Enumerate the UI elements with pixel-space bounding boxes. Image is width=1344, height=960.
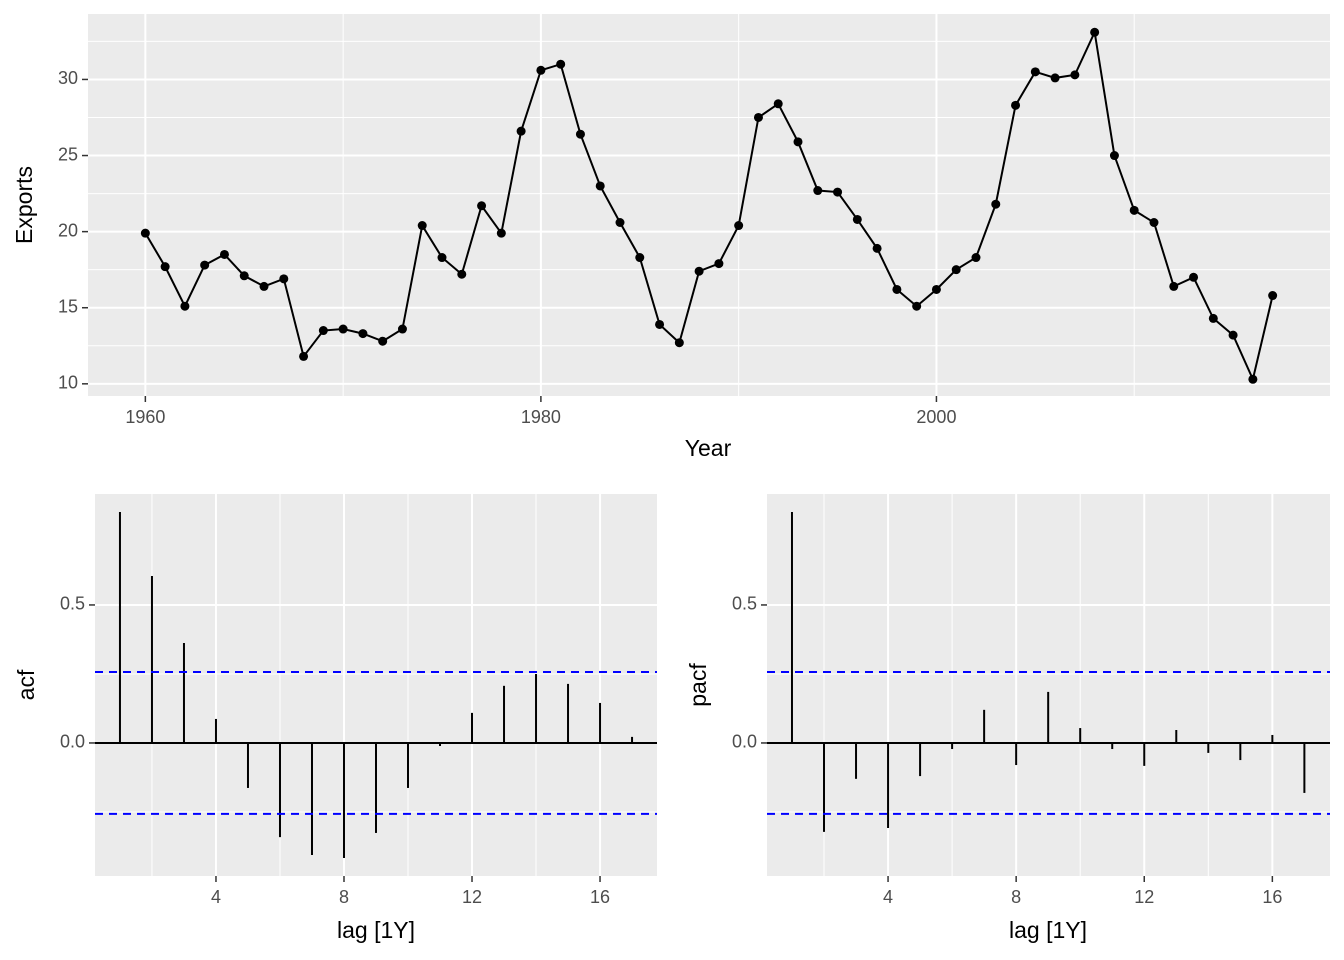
data-point [912, 301, 922, 311]
data-point [338, 324, 348, 334]
y-axis-title: acf [13, 669, 39, 700]
data-point [1268, 291, 1278, 301]
y-tick-label: 20 [58, 220, 78, 240]
data-point [833, 187, 843, 197]
data-point [180, 301, 190, 311]
data-point [516, 126, 526, 136]
data-point [674, 338, 684, 348]
data-point [437, 253, 447, 263]
data-point [1129, 205, 1139, 215]
data-point [378, 336, 388, 346]
data-point [1050, 73, 1060, 83]
data-point [595, 181, 605, 191]
data-point [971, 253, 981, 263]
y-tick-label: 30 [58, 68, 78, 88]
data-point [417, 221, 427, 231]
data-point [140, 228, 150, 238]
data-point [575, 129, 585, 139]
data-point [1189, 272, 1199, 282]
x-tick-label: 12 [462, 887, 482, 907]
data-point [753, 112, 763, 122]
data-point [556, 59, 566, 69]
data-point [397, 324, 407, 334]
x-tick-label: 4 [211, 887, 221, 907]
y-tick-label: 0.5 [732, 594, 757, 614]
data-point [615, 218, 625, 228]
data-point [160, 262, 170, 272]
data-point [635, 253, 645, 263]
x-tick-label: 8 [1011, 887, 1021, 907]
data-point [457, 269, 467, 279]
data-point [773, 99, 783, 109]
data-point [358, 329, 368, 339]
x-tick-label: 12 [1134, 887, 1154, 907]
data-point [1011, 100, 1021, 110]
data-point [239, 271, 249, 281]
data-point [1090, 27, 1100, 37]
data-point [1030, 67, 1040, 77]
y-tick-label: 0.0 [732, 732, 757, 752]
series-line [144, 28, 1274, 383]
x-tick-label: 1960 [125, 407, 165, 427]
x-tick-label: 1980 [521, 407, 561, 427]
x-tick-label: 16 [590, 887, 610, 907]
x-tick-label: 4 [883, 887, 893, 907]
y-tick-label: 15 [58, 296, 78, 316]
x-tick-label: 2000 [916, 407, 956, 427]
data-point [259, 281, 269, 291]
data-point [496, 228, 506, 238]
data-point [892, 284, 902, 294]
data-point [734, 221, 744, 231]
x-tick-label: 8 [339, 887, 349, 907]
y-tick-label: 25 [58, 144, 78, 164]
data-point [714, 259, 724, 269]
data-point [1228, 330, 1238, 340]
y-axis-title: pacf [685, 663, 711, 707]
data-point [655, 319, 665, 329]
data-point [1070, 70, 1080, 80]
y-tick-label: 10 [58, 373, 78, 393]
data-point [1208, 313, 1218, 323]
data-point [219, 249, 229, 259]
y-axis-title: Exports [11, 166, 37, 244]
x-axis-title: lag [1Y] [1009, 917, 1087, 943]
x-axis-title: lag [1Y] [337, 917, 415, 943]
data-point [299, 351, 309, 361]
data-point [1248, 374, 1258, 384]
data-point [793, 137, 803, 147]
data-point [477, 201, 487, 211]
data-point [1149, 218, 1159, 228]
panel-background [88, 14, 1330, 396]
y-tick-label: 0.0 [60, 732, 85, 752]
data-point [991, 199, 1001, 209]
panel-background [767, 494, 1330, 876]
data-point [852, 214, 862, 224]
data-point [951, 265, 961, 275]
data-point [318, 326, 328, 336]
x-tick-label: 16 [1262, 887, 1282, 907]
data-point [1169, 281, 1179, 291]
data-point [536, 65, 546, 75]
x-axis-title: Year [685, 435, 732, 461]
data-point [931, 284, 941, 294]
data-point [200, 260, 210, 270]
data-point [694, 266, 704, 276]
data-point [872, 243, 882, 253]
data-point [813, 186, 823, 196]
data-point [1109, 151, 1119, 161]
y-tick-label: 0.5 [60, 594, 85, 614]
data-point [279, 274, 289, 284]
